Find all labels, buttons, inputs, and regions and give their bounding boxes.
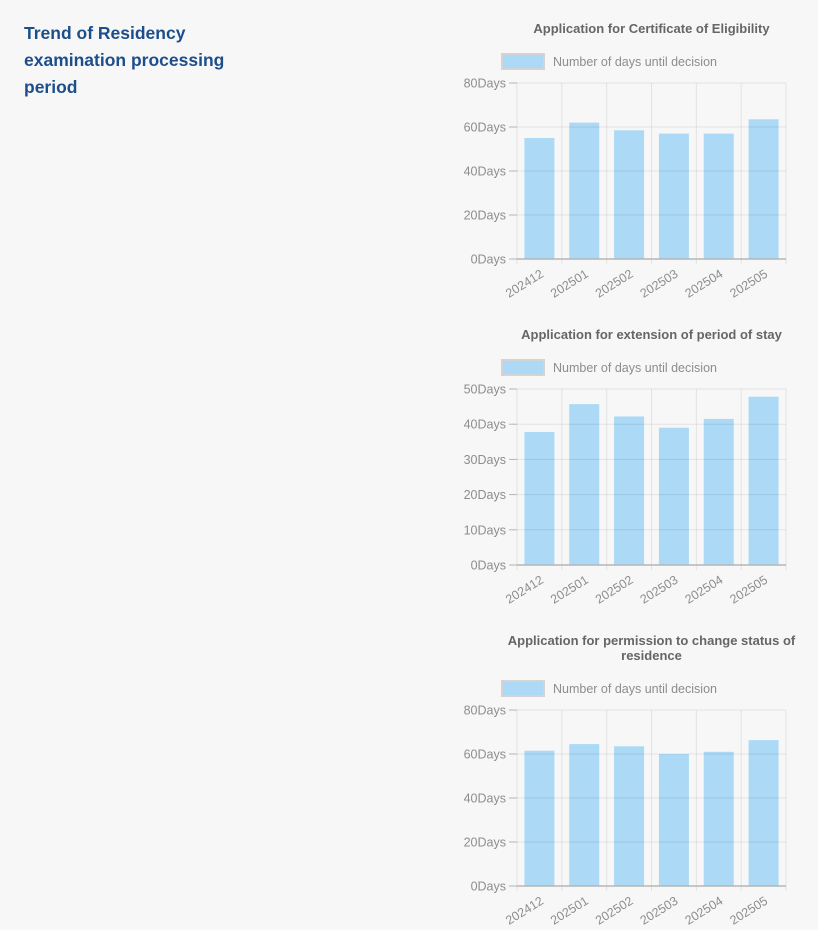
legend-item[interactable]: Number of days until decision	[420, 680, 798, 697]
bar-202502	[614, 746, 645, 886]
x-tick-label: 202502	[593, 573, 636, 607]
chart-extension-of-stay: Application for extension of period of s…	[420, 327, 798, 613]
x-tick-label: 202504	[683, 267, 726, 301]
x-tick-label: 202502	[593, 894, 636, 928]
bar-202412	[524, 138, 555, 259]
chart-change-status-of-residence: Application for permission to change sta…	[420, 633, 798, 930]
y-tick-label: 80Days	[464, 77, 506, 91]
y-tick-label: 30Days	[464, 453, 506, 467]
x-tick-label: 202503	[638, 267, 681, 301]
bar-202504	[703, 751, 734, 886]
y-tick-label: 80Days	[464, 704, 506, 718]
legend-swatch-icon	[501, 680, 545, 697]
x-tick-label: 202503	[638, 573, 681, 607]
bar-202505	[748, 740, 779, 886]
y-tick-label: 0Days	[471, 253, 506, 267]
page-title: Trend of Residency examination processin…	[24, 23, 225, 98]
x-tick-label: 202501	[548, 573, 591, 607]
legend-label: Number of days until decision	[553, 360, 717, 375]
x-tick-label: 202501	[548, 267, 591, 301]
bar-202505	[748, 119, 779, 259]
left-column: Trend of Residency examination processin…	[24, 23, 225, 98]
y-tick-label: 20Days	[464, 209, 506, 223]
chart-title: Application for extension of period of s…	[521, 327, 782, 342]
chart-certificate-of-eligibility: Application for Certificate of Eligibili…	[420, 21, 798, 307]
bar-202502	[614, 416, 645, 565]
x-tick-label: 202502	[593, 267, 636, 301]
y-tick-label: 50Days	[464, 383, 506, 397]
bar-202412	[524, 431, 555, 565]
bar-202504	[703, 133, 734, 259]
y-tick-label: 40Days	[464, 165, 506, 179]
legend-item[interactable]: Number of days until decision	[420, 359, 798, 376]
x-tick-label: 202505	[727, 894, 770, 928]
x-tick-label: 202412	[503, 573, 546, 607]
y-tick-label: 10Days	[464, 523, 506, 537]
legend-swatch-icon	[501, 53, 545, 70]
bar-202501	[569, 404, 600, 565]
y-tick-label: 0Days	[471, 559, 506, 573]
bar-202501	[569, 744, 600, 886]
bar-202503	[658, 427, 689, 565]
legend-item[interactable]: Number of days until decision	[420, 53, 798, 70]
legend-label: Number of days until decision	[553, 681, 717, 696]
y-tick-label: 60Days	[464, 121, 506, 135]
x-tick-label: 202412	[503, 267, 546, 301]
x-tick-label: 202504	[683, 573, 726, 607]
bar-202503	[658, 133, 689, 259]
x-tick-label: 202503	[638, 894, 681, 928]
legend-label: Number of days until decision	[553, 54, 717, 69]
bar-202501	[569, 122, 600, 259]
charts-column: Application for Certificate of Eligibili…	[420, 0, 818, 930]
x-tick-label: 202501	[548, 894, 591, 928]
chart-title: Application for Certificate of Eligibili…	[533, 21, 770, 36]
x-tick-label: 202504	[683, 894, 726, 928]
bar-202412	[524, 750, 555, 886]
y-tick-label: 40Days	[464, 418, 506, 432]
bar-202502	[614, 130, 645, 259]
chart-title: Application for permission to change sta…	[507, 633, 796, 663]
y-tick-label: 20Days	[464, 488, 506, 502]
y-tick-label: 0Days	[471, 880, 506, 894]
y-tick-label: 60Days	[464, 748, 506, 762]
y-tick-label: 40Days	[464, 792, 506, 806]
y-tick-label: 20Days	[464, 836, 506, 850]
bar-202504	[703, 418, 734, 565]
bar-chart-canvas: 0Days 10Days 20Days 30Days 40Days 50Days 20241…	[464, 383, 787, 607]
legend-swatch-icon	[501, 359, 545, 376]
x-tick-label: 202505	[727, 573, 770, 607]
bar-202503	[658, 754, 689, 886]
bar-202505	[748, 396, 779, 565]
x-tick-label: 202412	[503, 894, 546, 928]
x-tick-label: 202505	[727, 267, 770, 301]
